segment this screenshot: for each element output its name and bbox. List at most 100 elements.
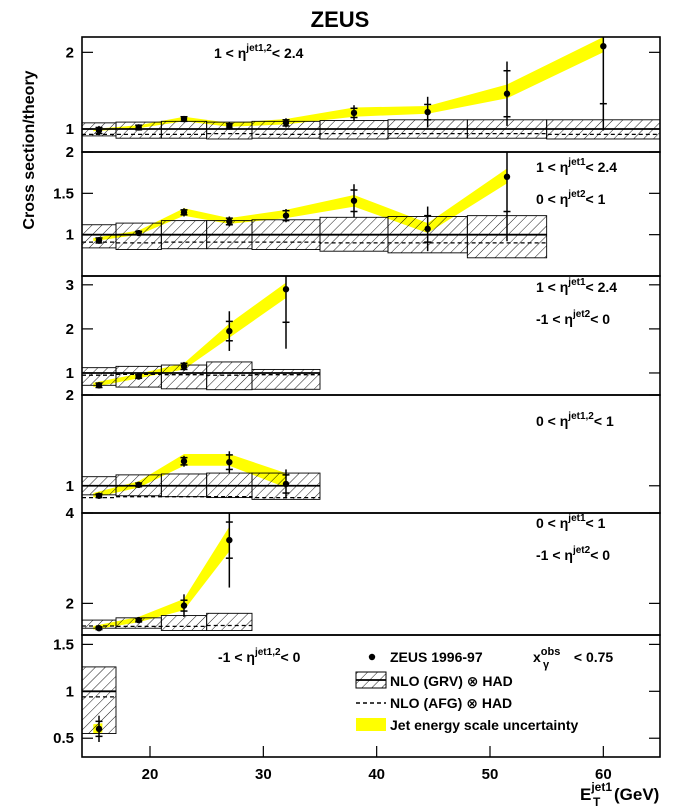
data-point bbox=[424, 206, 432, 252]
x-label-sup: jet1 bbox=[590, 780, 612, 794]
data-point bbox=[225, 513, 233, 588]
label-text: < 0 bbox=[590, 547, 610, 563]
data-marker bbox=[600, 43, 607, 50]
data-marker bbox=[95, 382, 103, 389]
energy-scale-band bbox=[93, 526, 230, 630]
x-label-main: E bbox=[580, 785, 591, 804]
data-point bbox=[180, 594, 188, 617]
data-marker bbox=[135, 481, 142, 489]
legend: ZEUS 1996-97 xobs γ < 0.75 NLO (GRV) ⊗ HAD N… bbox=[355, 646, 613, 733]
data-marker bbox=[282, 212, 290, 219]
data-point bbox=[503, 152, 511, 242]
nlo-grv-hatch bbox=[160, 615, 208, 631]
label-text: < 2.4 bbox=[272, 45, 304, 61]
label-text: 1 < η bbox=[214, 45, 246, 61]
label-text: < 1 bbox=[594, 413, 614, 429]
xgamma-sub: γ bbox=[543, 659, 550, 671]
label-superscript: jet1,2 bbox=[567, 411, 594, 422]
label-superscript: jet2 bbox=[572, 545, 591, 556]
x-label-unit: (GeV) bbox=[614, 785, 659, 804]
legend-band-text: Jet energy scale uncertainty bbox=[390, 717, 579, 733]
data-point bbox=[135, 616, 143, 624]
y-tick-label: 1 bbox=[66, 227, 74, 244]
data-point bbox=[95, 492, 103, 499]
label-text: -1 < η bbox=[536, 547, 573, 563]
energy-scale-band bbox=[93, 37, 604, 132]
y-tick-label: 0.5 bbox=[53, 730, 74, 747]
data-point bbox=[599, 37, 607, 131]
x-tick-label: 40 bbox=[368, 766, 385, 783]
data-marker bbox=[180, 458, 188, 465]
data-point bbox=[135, 373, 143, 380]
label-text: < 2.4 bbox=[586, 159, 618, 175]
data-marker bbox=[95, 237, 103, 244]
y-tick-label: 1.5 bbox=[53, 185, 74, 202]
data-point bbox=[180, 361, 188, 371]
xgamma-sup: obs bbox=[541, 646, 561, 658]
panel-label: 0 < ηjet2< 1 bbox=[536, 189, 606, 207]
panel-label: 1 < ηjet1< 2.4 bbox=[536, 157, 617, 175]
panel-frame bbox=[81, 634, 661, 758]
y-tick-label: 2 bbox=[66, 387, 74, 404]
legend-data-text: ZEUS 1996-97 bbox=[390, 649, 483, 665]
data-point bbox=[95, 382, 103, 389]
panel-label: 0 < ηjet1< 1 bbox=[536, 513, 606, 531]
x-axis-label: Ejet1 T (GeV) bbox=[580, 780, 659, 809]
data-marker bbox=[135, 616, 142, 624]
data-point bbox=[225, 216, 233, 227]
panel-3: 1 2 3 1 < ηjet1< 2.4 -1 < ηjet2< 0 bbox=[66, 275, 661, 396]
label-superscript: jet1 bbox=[567, 277, 586, 288]
legend-data-marker bbox=[368, 653, 376, 661]
data-point bbox=[95, 625, 103, 632]
nlo-afg-line bbox=[82, 241, 547, 244]
data-point bbox=[282, 209, 290, 223]
xgamma-rest: < 0.75 bbox=[570, 649, 613, 665]
energy-scale-band bbox=[93, 454, 286, 498]
panels: 12 1 < ηjet1,2< 2.411.521 < ηjet1< 2.40 <… bbox=[53, 36, 661, 758]
panel-label: -1 < ηjet1,2< 0 bbox=[218, 647, 301, 665]
label-superscript: jet1,2 bbox=[245, 43, 272, 54]
y-tick-label: 1 bbox=[66, 683, 74, 700]
panel-label: -1 < ηjet2< 0 bbox=[536, 309, 610, 327]
panel-6: 0.5 1 1.5 -1 < ηjet1,2< 0 bbox=[53, 634, 661, 758]
label-superscript: jet2 bbox=[572, 309, 591, 320]
nlo-grv-hatch bbox=[115, 222, 162, 250]
label-text: 0 < η bbox=[536, 515, 568, 531]
data-point bbox=[350, 184, 358, 218]
legend-grv-text: NLO (GRV) ⊗ HAD bbox=[390, 673, 513, 689]
panel-4: 1 2 0 < ηjet1,2< 1 bbox=[66, 387, 661, 514]
panel-plot-area bbox=[82, 276, 321, 391]
data-point bbox=[180, 208, 188, 217]
chart-title: ZEUS bbox=[311, 7, 370, 32]
data-marker bbox=[95, 127, 103, 134]
data-marker bbox=[350, 197, 358, 204]
xgamma-main: x bbox=[533, 649, 541, 665]
label-text: 0 < η bbox=[536, 191, 568, 207]
data-marker bbox=[226, 536, 233, 544]
nlo-afg-line bbox=[82, 624, 252, 628]
panel-label: 0 < ηjet1,2< 1 bbox=[536, 411, 614, 429]
x-tick-label: 20 bbox=[142, 766, 159, 783]
label-superscript: jet1 bbox=[567, 157, 586, 168]
nlo-grv-hatch bbox=[82, 224, 117, 249]
data-point bbox=[282, 276, 290, 349]
data-marker bbox=[95, 725, 103, 733]
panel-5: 2 4 0 < ηjet1< 1 -1 < ηjet2< 0 bbox=[66, 505, 661, 636]
data-marker bbox=[350, 109, 358, 117]
y-tick-label: 2 bbox=[66, 595, 74, 612]
data-point bbox=[95, 715, 103, 742]
data-marker bbox=[226, 218, 233, 225]
panel-plot-area bbox=[82, 37, 660, 140]
data-point bbox=[135, 481, 143, 489]
x-tick-label: 60 bbox=[595, 766, 612, 783]
data-marker bbox=[95, 492, 103, 499]
label-superscript: jet1 bbox=[567, 513, 586, 524]
label-text: 1 < η bbox=[536, 279, 568, 295]
panel-2: 1 1.5 2 1 < ηjet1< 2.4 0 < ηjet2< 1 bbox=[53, 144, 661, 277]
data-point bbox=[135, 229, 143, 237]
data-point bbox=[95, 125, 103, 136]
x-tick-label: 50 bbox=[482, 766, 499, 783]
data-marker bbox=[95, 625, 103, 632]
